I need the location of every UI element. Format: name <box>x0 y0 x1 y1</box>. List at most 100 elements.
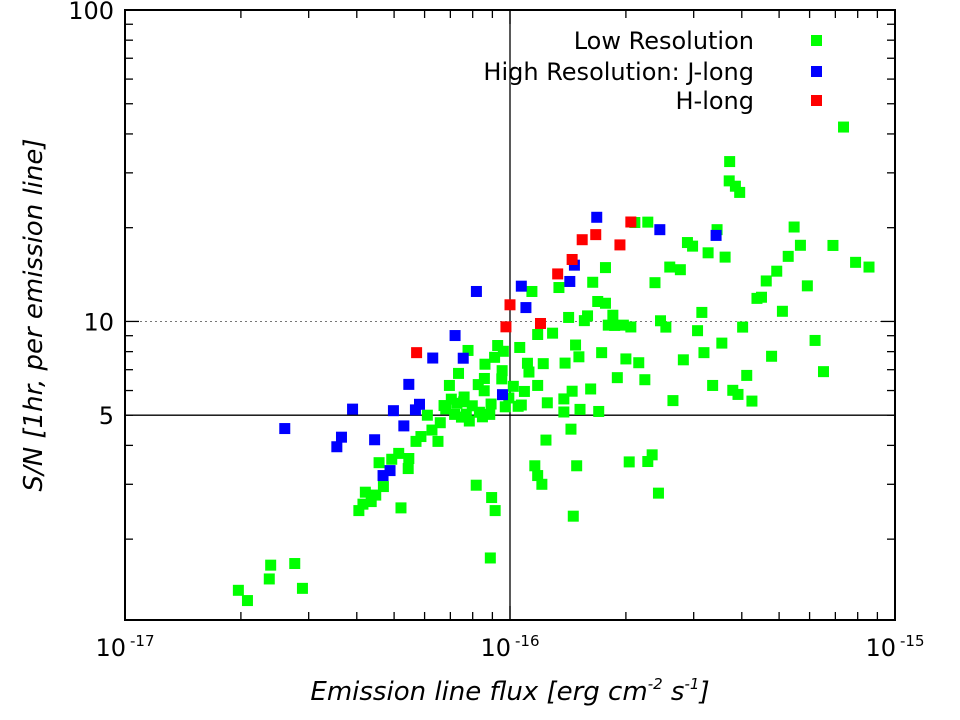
point-low-resolution <box>518 385 530 397</box>
y-tick-label: 5 <box>99 402 114 430</box>
point-low-resolution <box>760 275 772 287</box>
point-low-resolution <box>711 224 723 236</box>
point-low-resolution <box>497 345 509 357</box>
point-low-resolution <box>523 366 535 378</box>
point-low-resolution <box>596 347 608 359</box>
point-low-resolution <box>377 481 389 493</box>
point-j-long <box>384 465 396 477</box>
point-low-resolution <box>492 340 504 352</box>
point-h-long <box>552 268 564 280</box>
point-low-resolution <box>838 121 850 133</box>
legend-label-1: High Resolution: J-long <box>483 58 754 86</box>
point-low-resolution <box>737 321 749 333</box>
point-low-resolution <box>592 295 604 307</box>
point-low-resolution <box>593 405 605 417</box>
point-h-long <box>576 234 588 246</box>
point-low-resolution <box>263 573 275 585</box>
point-j-long <box>413 398 425 410</box>
x-tick-label: 10 -17 <box>95 632 154 662</box>
point-h-long <box>625 216 637 228</box>
point-low-resolution <box>395 502 407 514</box>
point-j-long <box>457 352 469 364</box>
point-j-long <box>387 405 399 417</box>
point-low-resolution <box>652 487 664 499</box>
point-low-resolution <box>558 406 570 418</box>
point-low-resolution <box>677 354 689 366</box>
x-axis-label: Emission line flux [erg cm-2 s-1] <box>310 675 709 707</box>
y-axis-label: S/N [1hr, per emission line] <box>19 138 49 491</box>
point-h-long <box>534 317 546 329</box>
point-low-resolution <box>741 369 753 381</box>
point-h-long <box>500 321 512 333</box>
point-low-resolution <box>602 319 614 331</box>
point-h-long <box>411 347 423 359</box>
point-low-resolution <box>532 328 544 340</box>
point-low-resolution <box>466 400 478 412</box>
point-low-resolution <box>434 417 446 429</box>
point-j-long <box>369 434 381 446</box>
point-low-resolution <box>353 505 365 517</box>
point-low-resolution <box>585 383 597 395</box>
point-low-resolution <box>863 261 875 273</box>
point-low-resolution <box>503 392 515 404</box>
legend: Low Resolution High Resolution: J-longH-l… <box>483 27 822 115</box>
point-low-resolution <box>365 496 377 508</box>
point-low-resolution <box>547 327 559 339</box>
data-points <box>232 121 875 607</box>
point-low-resolution <box>817 366 829 378</box>
point-j-long <box>710 229 722 241</box>
point-low-resolution <box>582 310 594 322</box>
point-low-resolution <box>526 285 538 297</box>
point-j-long <box>409 404 421 416</box>
point-low-resolution <box>489 505 501 517</box>
point-low-resolution <box>827 239 839 251</box>
point-low-resolution <box>660 321 672 333</box>
point-low-resolution <box>850 256 862 268</box>
point-low-resolution <box>620 353 632 365</box>
x-axis-label-exp2: -1 <box>684 675 699 693</box>
point-j-long <box>331 441 343 453</box>
point-low-resolution <box>470 479 482 491</box>
x-tick-label-base: 10 <box>865 634 896 662</box>
point-low-resolution <box>359 486 371 498</box>
point-low-resolution <box>692 325 704 337</box>
point-low-resolution <box>559 357 571 369</box>
point-low-resolution <box>746 395 758 407</box>
point-low-resolution <box>734 186 746 198</box>
point-low-resolution <box>687 240 699 252</box>
point-j-long <box>377 470 389 482</box>
point-low-resolution <box>426 424 438 436</box>
legend-label-2: H-long <box>675 87 754 115</box>
point-low-resolution <box>540 434 552 446</box>
point-low-resolution <box>373 457 385 469</box>
point-low-resolution <box>558 393 570 405</box>
point-low-resolution <box>478 372 490 384</box>
point-low-resolution <box>599 297 611 309</box>
point-low-resolution <box>563 311 575 323</box>
point-low-resolution <box>445 393 457 405</box>
x-axis-label-mid: s <box>663 677 685 707</box>
point-j-long <box>403 378 415 390</box>
x-tick-label-exponent: -15 <box>900 632 925 650</box>
point-j-long <box>398 420 410 432</box>
point-low-resolution <box>729 180 741 192</box>
point-low-resolution <box>719 251 731 263</box>
x-tick-label: 10 -16 <box>480 632 539 662</box>
point-low-resolution <box>472 379 484 391</box>
point-low-resolution <box>265 559 277 571</box>
point-low-resolution <box>515 399 527 411</box>
point-low-resolution <box>611 372 623 384</box>
point-low-resolution <box>755 291 767 303</box>
point-low-resolution <box>485 398 497 410</box>
point-low-resolution <box>639 374 651 386</box>
point-low-resolution <box>421 409 433 421</box>
point-j-long <box>515 280 527 292</box>
point-low-resolution <box>541 397 553 409</box>
plot-frame <box>124 9 896 621</box>
point-j-long <box>496 389 508 401</box>
point-low-resolution <box>702 247 714 259</box>
x-tick-label-base: 10 <box>480 634 511 662</box>
point-low-resolution <box>633 357 645 369</box>
point-low-resolution <box>289 558 301 570</box>
point-low-resolution <box>723 175 735 187</box>
